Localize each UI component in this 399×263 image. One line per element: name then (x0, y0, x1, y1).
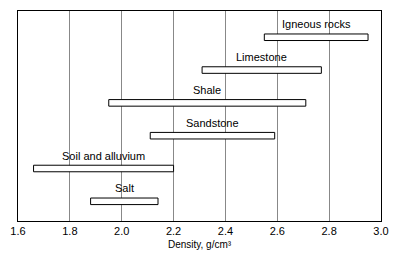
svg-text:2.6: 2.6 (270, 225, 285, 237)
svg-text:Shale: Shale (193, 84, 221, 96)
svg-text:2.2: 2.2 (166, 225, 181, 237)
svg-text:2.8: 2.8 (321, 225, 336, 237)
svg-text:2.4: 2.4 (218, 225, 233, 237)
svg-text:2.0: 2.0 (114, 225, 129, 237)
svg-text:Igneous rocks: Igneous rocks (282, 18, 351, 30)
svg-text:1.6: 1.6 (10, 225, 25, 237)
svg-text:3.0: 3.0 (373, 225, 388, 237)
svg-text:Density, g/cm³: Density, g/cm³ (168, 239, 232, 250)
svg-text:Salt: Salt (115, 182, 134, 194)
svg-text:Sandstone: Sandstone (186, 117, 239, 129)
svg-text:Soil and alluvium: Soil and alluvium (62, 150, 145, 162)
svg-text:Limestone: Limestone (236, 51, 287, 63)
svg-text:1.8: 1.8 (62, 225, 77, 237)
